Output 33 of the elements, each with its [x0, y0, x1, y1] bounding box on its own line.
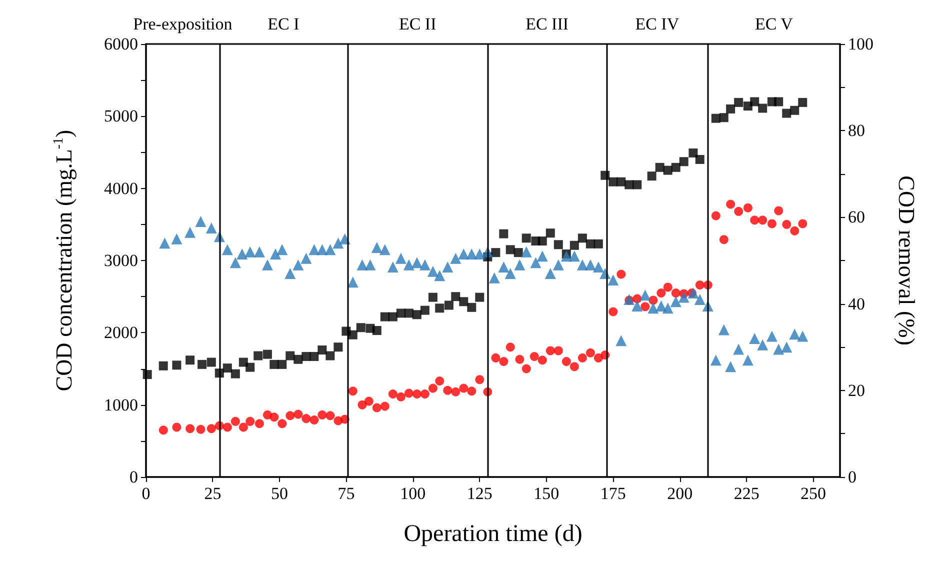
- y2-tick-label: 20: [848, 380, 865, 400]
- text: EC I: [268, 14, 300, 34]
- text: EC IV: [635, 14, 680, 34]
- x-tick-label: 200: [667, 484, 693, 503]
- y2-tick-label: 100: [848, 34, 874, 54]
- x-tick-label: 75: [338, 484, 355, 503]
- x-tick-label: 225: [734, 484, 760, 503]
- y2-tick-label: 60: [848, 208, 865, 227]
- x-axis-title: Operation time (d): [404, 521, 582, 547]
- y2-tick-label: 40: [848, 294, 865, 314]
- y-tick-label: 0: [130, 468, 138, 486]
- text: EC III: [526, 14, 569, 34]
- text: EC II: [398, 14, 437, 34]
- y2-tick-label: 0: [848, 468, 856, 486]
- x-tick-label: 150: [534, 484, 560, 503]
- y-tick-label: 2000: [104, 323, 138, 342]
- x-tick-label: 100: [400, 484, 426, 503]
- x-tick-label: 0: [142, 484, 150, 503]
- y-tick-label: 5000: [104, 106, 138, 126]
- y2-axis-title: COD removal (%): [894, 176, 919, 346]
- x-tick-label: 250: [800, 484, 826, 503]
- y-tick-label: 6000: [104, 34, 138, 54]
- text: EC V: [754, 14, 794, 34]
- y-tick-label: 4000: [104, 178, 138, 198]
- y-tick-label: 1000: [104, 395, 138, 414]
- y-tick-label: 3000: [104, 251, 138, 270]
- x-tick-label: 125: [466, 484, 492, 503]
- x-tick-label: 50: [270, 484, 288, 503]
- y-axis-title: COD concentration (mg.L-1): [52, 130, 76, 392]
- x-tick-label: 175: [600, 484, 626, 503]
- x-tick-label: 25: [204, 484, 222, 503]
- text: Pre-exposition: [133, 14, 233, 34]
- y2-tick-label: 80: [848, 121, 865, 140]
